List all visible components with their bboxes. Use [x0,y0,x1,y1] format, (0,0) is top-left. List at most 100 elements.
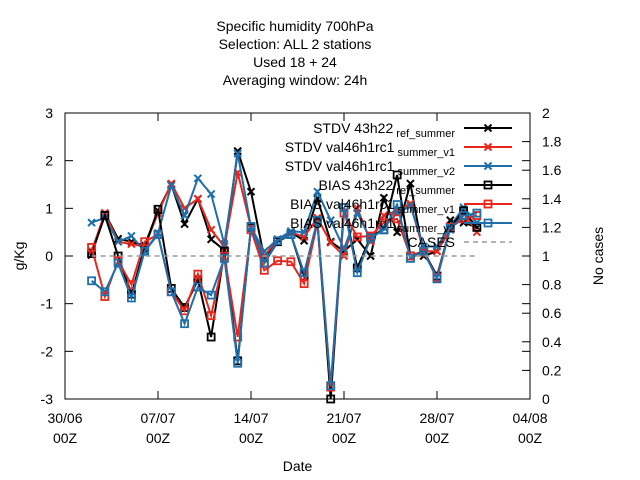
y-tick-label: 0 [45,248,53,264]
data-point [140,237,150,247]
x-tick-label: 00Z [518,430,543,446]
data-point [127,231,136,241]
data-point [273,236,282,246]
data-point [113,258,123,268]
data-point [352,268,362,278]
data-point [153,204,163,214]
legend-label: STDV 43h22 ref_summer [313,120,455,140]
data-point [180,219,189,229]
x-tick-label: 00Z [146,430,171,446]
data-point [313,187,322,196]
data-point [206,235,216,244]
y2-tick-label: 0.2 [542,362,562,378]
data-point [392,200,402,209]
data-point [87,243,96,252]
data-point [483,142,493,152]
x-tick-label: 21/07 [326,410,361,426]
axes [64,112,531,400]
data-point [392,227,402,237]
data-point [259,258,269,268]
data-point [153,230,163,239]
data-point [87,276,96,286]
legend-label: STDV val46h1rc1 summer_v1 [285,139,455,159]
data-point [339,202,349,212]
data-point [483,218,493,228]
data-point [313,215,322,225]
y2-tick-label: 0.8 [542,277,562,293]
data-point [299,279,309,289]
data-point [246,222,256,231]
data-point [366,233,375,243]
data-point [206,225,216,234]
y2-tick-label: 0.6 [542,305,562,321]
x-tick-label: 00Z [53,430,78,446]
x-tick-label: 00Z [239,430,264,446]
x-tick-label: 00Z [332,430,357,446]
y-tick-label: 3 [45,105,53,121]
series-6 [87,200,482,391]
data-point [483,123,493,133]
y2-tick-label: 0 [542,391,550,407]
y-tick-label: -2 [41,343,54,359]
data-point [392,170,402,180]
data-point [220,253,229,263]
data-point [406,179,415,188]
data-point [472,227,482,237]
data-point [459,211,468,220]
data-point [193,174,203,183]
legend-label: CASES [408,234,455,250]
title-line: Averaging window: 24h [223,72,368,88]
plot-area [87,146,482,404]
data-point [459,206,468,216]
data-point [206,332,216,342]
data-point [246,187,256,196]
data-point [366,251,375,261]
data-point [127,293,136,303]
data-point [419,246,429,256]
y2-tick-label: 1 [542,248,550,264]
data-point [206,290,216,300]
data-point [472,208,482,218]
data-point [87,218,96,227]
data-point [233,146,242,156]
data-point [113,237,123,246]
data-point [432,274,442,284]
y-axis-label: g/Kg [11,242,27,271]
title-line: Used 18 + 24 [253,54,337,70]
y2-tick-label: 1.4 [542,191,562,207]
data-point [286,230,296,239]
data-point [483,199,493,209]
data-point [299,227,309,237]
data-point [233,358,243,368]
chart-title: Specific humidity 700hPa Selection: ALL 2… [216,18,373,88]
data-point [180,306,189,316]
data-point [326,238,335,247]
data-point [406,253,415,263]
data-point [127,239,136,249]
data-point [286,257,296,267]
x-tick-label: 30/06 [47,410,82,426]
data-point [167,181,176,190]
y-tick-label: -1 [41,296,54,312]
data-point [206,311,216,320]
data-point [432,242,442,251]
data-point [206,189,216,199]
y-tick-label: 2 [45,153,53,169]
data-point [193,269,203,279]
x-tick-label: 14/07 [233,410,268,426]
y2-tick-label: 1.6 [542,162,562,178]
title-line: Specific humidity 700hPa [216,18,373,34]
data-point [193,282,203,292]
data-point [326,216,335,225]
data-point [193,194,203,204]
y-tick-label: 1 [45,200,53,216]
data-point [353,208,362,218]
x-tick-label: 28/07 [419,410,454,426]
tick-labels: -3 -2 -1 0 1 2 3 0 0.2 0.4 0.6 0.8 1 1.2 1.4 1.6 1.8 2 30/… [41,105,562,446]
y2-tick-label: 2 [542,105,550,121]
data-point [406,199,415,208]
data-point [273,256,282,266]
data-point [260,247,269,256]
data-point [220,239,229,249]
